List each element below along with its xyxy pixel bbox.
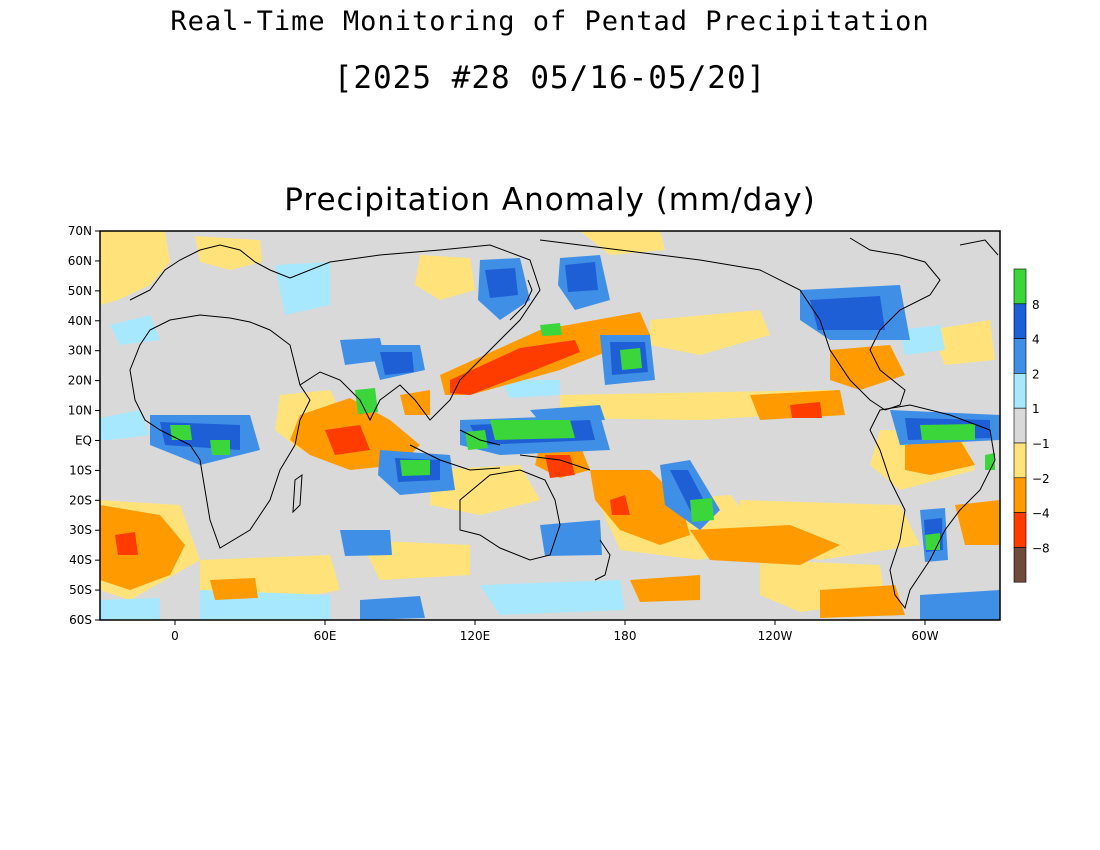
colorbar: 8 4 2 1 −1 −2 −4 −8 [1013,268,1050,583]
lon-tick-label: 0 [171,629,179,643]
colorbar-label: −2 [1032,472,1050,486]
lat-tick-label: 50N [68,284,92,298]
anomaly-shading [100,231,1000,620]
lat-tick-label: 30N [68,344,92,358]
lon-tick-label: 180 [614,629,637,643]
colorbar-swatch [1013,477,1027,513]
lat-tick-label: 70N [68,224,92,238]
colorbar-label: 4 [1032,333,1040,347]
colorbar-swatch [1013,512,1027,548]
period-title: [2025 #28 05/16-05/20] [333,60,767,96]
longitude-ticks: 0 60E 120E 180 120W 60W [171,620,939,643]
colorbar-swatch [1013,407,1027,444]
colorbar-label: −8 [1032,541,1050,555]
colorbar-swatch [1013,268,1027,305]
colorbar-swatch [1013,373,1027,409]
colorbar-label: 8 [1032,298,1040,312]
lat-tick-label: 10N [68,404,92,418]
lat-tick-label: EQ [75,433,92,447]
colorbar-swatch [1013,338,1027,374]
lat-tick-label: 50S [69,583,92,597]
colorbar-swatch [1013,303,1027,339]
lon-tick-label: 60E [314,629,337,643]
lon-tick-label: 120E [460,629,491,643]
lat-tick-label: 20N [68,374,92,388]
colorbar-label: −1 [1032,437,1050,451]
lat-tick-label: 60S [69,613,92,627]
colorbar-swatch [1013,442,1027,479]
coastlines [129,237,999,610]
colorbar-label: 1 [1032,402,1040,416]
colorbar-swatch [1013,547,1027,583]
lon-tick-label: 120W [758,629,793,643]
lat-tick-label: 10S [69,463,92,477]
lat-tick-label: 20S [69,493,92,507]
plot-frame [99,230,1001,621]
latitude-ticks: 70N 60N 50N 40N 30N 20N 10N EQ 10S 20S 30S 40S 50S 60… [68,224,100,627]
colorbar-label: 2 [1032,367,1040,381]
lat-tick-label: 60N [68,254,92,268]
lat-tick-label: 40S [69,553,92,567]
lat-tick-label: 30S [69,523,92,537]
main-title: Real-Time Monitoring of Pentad Precipita… [170,6,930,37]
colorbar-label: −4 [1032,507,1050,521]
panel-title: Precipitation Anomaly (mm/day) [284,182,816,218]
lat-tick-label: 40N [68,314,92,328]
lon-tick-label: 60W [911,629,938,643]
